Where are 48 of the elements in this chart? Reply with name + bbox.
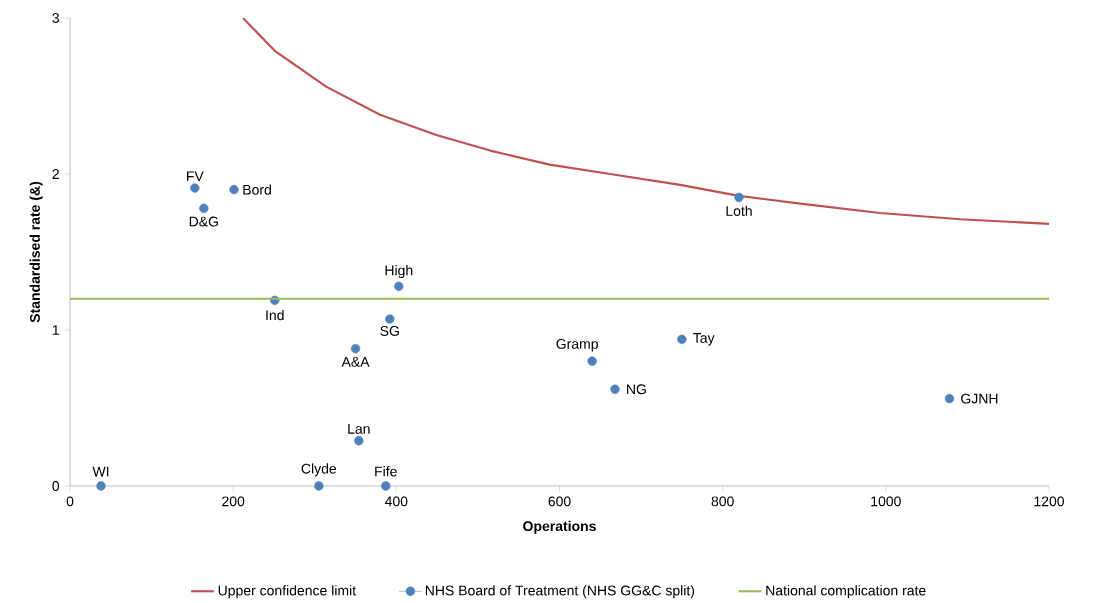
x-tick-label: 1000 xyxy=(871,496,901,507)
annotation: Lan xyxy=(348,424,370,434)
point xyxy=(677,334,687,345)
y-axis-title: Standardised rate (&) xyxy=(29,181,43,323)
legend-label: Upper confidence limit xyxy=(218,585,356,599)
y-tick-label: 0 xyxy=(52,481,60,491)
point xyxy=(354,436,364,446)
annotation: Tay xyxy=(693,333,715,346)
point xyxy=(385,314,395,324)
point xyxy=(587,356,597,366)
annotation: NG xyxy=(627,384,646,395)
x-tick-label: 600 xyxy=(548,496,571,507)
point xyxy=(350,344,361,354)
x-tick-label: 400 xyxy=(384,496,408,507)
annotation: D&G xyxy=(189,216,218,227)
annotation: SG xyxy=(380,326,399,336)
annotation: Ind xyxy=(266,309,284,321)
x-tick-label: 200 xyxy=(222,496,245,507)
point xyxy=(96,481,106,491)
annotation: Gramp xyxy=(556,338,598,352)
point xyxy=(610,384,620,394)
annotation: FV xyxy=(187,171,204,182)
x-tick-label: 0 xyxy=(66,496,74,507)
point xyxy=(734,192,744,203)
annotation: GJNH xyxy=(961,393,998,404)
point xyxy=(229,184,239,195)
point xyxy=(944,393,955,404)
y-tick-label: 1 xyxy=(52,325,59,335)
point xyxy=(199,203,209,213)
legend-label: NHS Board of Treatment (NHS GG&C split) xyxy=(425,585,695,599)
annotation: Clyde xyxy=(301,463,337,477)
point xyxy=(394,281,404,291)
annotation: Loth xyxy=(726,205,752,216)
annotation: High xyxy=(385,265,413,279)
y-tick-label: 2 xyxy=(52,169,59,179)
x-tick-label: 800 xyxy=(711,496,734,507)
point xyxy=(314,481,324,491)
point xyxy=(381,481,391,491)
x-tick-label: 1200 xyxy=(1034,496,1065,507)
point xyxy=(190,183,200,193)
x-axis-title: Operations xyxy=(523,520,596,534)
line-series xyxy=(241,17,1049,225)
annotation: WI xyxy=(92,466,109,477)
annotation: Fife xyxy=(375,466,397,477)
annotation: Bord xyxy=(243,184,271,195)
legend-label: National complication rate xyxy=(766,585,926,599)
y-tick-label: 3 xyxy=(52,13,59,23)
annotation: A&A xyxy=(341,356,370,367)
